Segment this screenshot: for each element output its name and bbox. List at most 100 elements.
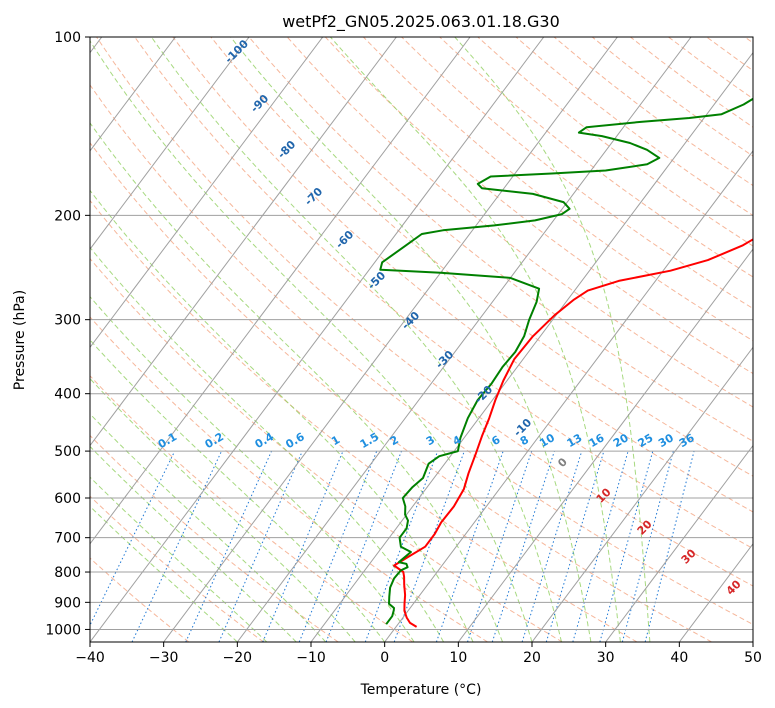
x-tick-label: 20 (523, 650, 541, 666)
mixing-ratio-label: 30 (656, 431, 676, 450)
dry-adiabat (172, 37, 753, 513)
mixing-ratio-line (599, 450, 654, 642)
y-tick-label: 300 (54, 313, 81, 329)
isotherm (236, 37, 692, 642)
moist-adiabat (90, 505, 238, 642)
mixing-ratio-line (393, 450, 465, 642)
mixing-ratio-line (131, 450, 223, 642)
mixing-ratio-label: 13 (565, 431, 585, 450)
isotherm (90, 37, 250, 250)
y-tick-label: 600 (54, 491, 81, 507)
theta-e-label: 0 (555, 455, 570, 470)
moist-adiabat (90, 189, 474, 642)
moist-adiabat (90, 122, 503, 642)
mixing-ratio-line (467, 450, 533, 642)
dry-adiabat (90, 495, 264, 642)
x-tick-label: 10 (449, 650, 467, 666)
theta-e-label: 30 (679, 546, 699, 566)
isotherm (90, 37, 176, 152)
dry-adiabat (134, 37, 753, 550)
profile-line-1 (393, 238, 753, 628)
mixing-ratio-label: 0.4 (253, 430, 277, 451)
theta-e-label: 10 (594, 485, 614, 505)
profile-series (379, 97, 753, 628)
moist-adiabat (150, 37, 562, 642)
dry-adiabat (90, 375, 414, 642)
moist-adiabat (90, 476, 268, 642)
mixing-ratio-label: 6 (489, 433, 502, 448)
dry-adiabat (90, 557, 190, 642)
dry-adiabat (90, 199, 638, 642)
dry-adiabat (439, 37, 753, 278)
mixing-ratio-label: 0.6 (283, 430, 307, 451)
isotherm (752, 641, 753, 642)
y-tick-label: 500 (54, 444, 81, 460)
mixing-ratio-line (491, 450, 555, 642)
dry-adiabat (363, 37, 753, 342)
y-tick-label: 700 (54, 531, 81, 547)
mixing-ratio-line (262, 450, 344, 642)
axis-ticks: −40 −30 −20 −10 0 10 20 30 40 5010020030040050060… (45, 30, 762, 666)
dry-adiabat (324, 37, 753, 375)
mixing-ratio-label: 1.5 (358, 430, 381, 451)
x-tick-label: −30 (149, 650, 179, 666)
isotherm (90, 37, 397, 447)
background-lines (90, 37, 753, 642)
dry-adiabat (210, 37, 753, 477)
x-axis-label: Temperature (°C) (360, 682, 482, 698)
y-axis-label: Pressure (hPa) (12, 290, 28, 390)
moist-adiabat (330, 37, 621, 642)
dry-adiabat (515, 37, 753, 217)
moist-adiabat (90, 445, 297, 642)
mixing-ratio-line (572, 450, 629, 642)
dry-adiabat (744, 37, 753, 44)
isotherm-label: -40 (399, 309, 422, 332)
moist-adiabat (90, 377, 356, 642)
dry-adiabat (90, 316, 488, 642)
moist-adiabat (454, 37, 651, 642)
mixing-ratio-line (545, 450, 605, 642)
isotherm-label: -30 (433, 348, 456, 371)
mixing-ratio-label: 36 (677, 431, 697, 450)
dry-adiabat (248, 37, 753, 442)
moist-adiabat (90, 413, 327, 642)
isotherm (384, 150, 753, 642)
theta-e-label: 40 (724, 577, 744, 597)
isotherm-label: -100 (222, 37, 251, 66)
moist-adiabat (90, 246, 445, 642)
y-tick-label: 1000 (45, 622, 81, 638)
isotherm (457, 248, 753, 642)
dry-adiabat (706, 37, 753, 72)
moist-adiabat (90, 339, 386, 642)
mixing-ratio-line (90, 450, 176, 627)
moist-adiabat (230, 37, 592, 642)
dry-adiabat (90, 257, 563, 642)
profile-line-2 (379, 97, 753, 625)
y-tick-label: 200 (54, 208, 81, 224)
isotherm (531, 346, 753, 642)
y-tick-label: 100 (54, 30, 81, 46)
x-tick-label: −20 (223, 650, 253, 666)
mixing-ratio-label: 2 (388, 433, 401, 448)
dry-adiabat (90, 434, 339, 642)
moist-adiabat (90, 40, 533, 642)
x-tick-label: 50 (744, 650, 762, 666)
isotherm (163, 37, 618, 642)
isotherm (605, 444, 753, 642)
moist-adiabat (90, 295, 415, 642)
isotherm (310, 51, 753, 642)
grid-lines (90, 37, 753, 642)
mixing-ratio-line (185, 450, 273, 642)
isotherm (90, 37, 324, 349)
dry-adiabat (90, 142, 712, 642)
mixing-ratio-line (218, 450, 303, 642)
mixing-ratio-label: 0.1 (156, 430, 179, 451)
y-tick-label: 400 (54, 387, 81, 403)
isotherm-label: -90 (248, 92, 271, 115)
mixing-ratio-line (644, 450, 695, 642)
theta-e-label: 20 (635, 517, 655, 537)
x-tick-label: 40 (670, 650, 688, 666)
mixing-ratio-line (521, 450, 583, 642)
isotherm-label: -60 (333, 228, 356, 251)
